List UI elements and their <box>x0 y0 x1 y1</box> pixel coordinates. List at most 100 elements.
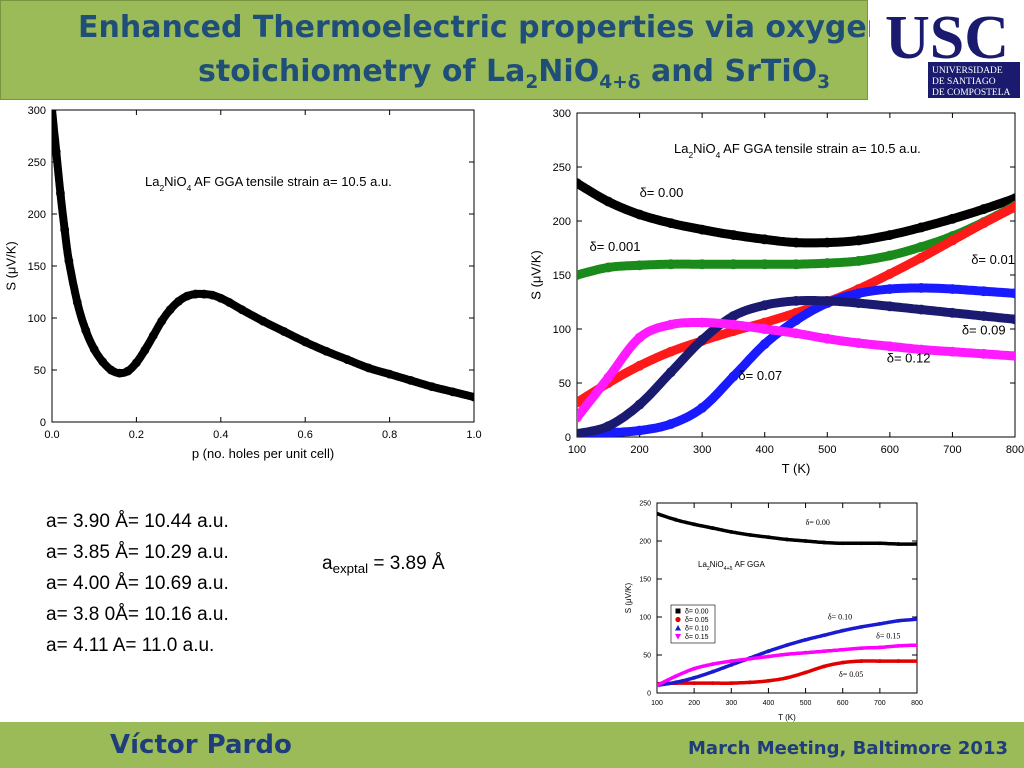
data-point <box>207 290 217 300</box>
x-tick-label: 0.0 <box>44 429 59 441</box>
data-point <box>448 387 458 397</box>
x-tick-label: 300 <box>725 700 737 707</box>
data-point <box>822 664 827 669</box>
data-point <box>759 324 770 334</box>
data-point <box>258 316 268 326</box>
logo-line-1: UNIVERSIDADE <box>932 66 1003 76</box>
data-point <box>216 293 226 303</box>
data-point <box>1010 351 1015 361</box>
x-axis-label: T (K) <box>778 713 796 722</box>
data-point <box>56 188 65 198</box>
data-point <box>840 628 845 633</box>
data-point <box>916 304 927 315</box>
data-point <box>577 178 582 189</box>
series-label: δ= 0.12 <box>887 350 931 365</box>
data-point <box>406 376 416 385</box>
data-point <box>692 522 697 527</box>
data-point <box>697 224 708 235</box>
data-point <box>89 344 99 354</box>
author-name: Víctor Pardo <box>110 730 292 760</box>
slide-title-line-1: Enhanced Thermoelectric properties via o… <box>78 10 889 45</box>
data-point <box>791 259 801 270</box>
series-label: δ= 0.05 <box>839 670 863 679</box>
data-point <box>766 649 771 654</box>
annotation-part: NiO <box>710 560 724 569</box>
data-point <box>634 399 645 410</box>
y-tick-label: 200 <box>28 209 46 221</box>
data-point <box>728 319 739 330</box>
data-point <box>791 237 801 248</box>
x-tick-label: 500 <box>800 700 812 707</box>
lattice-parameter-item: a= 4.11 A= 11.0 a.u. <box>46 635 215 656</box>
data-point <box>321 346 331 356</box>
data-point <box>364 363 373 373</box>
data-point <box>747 680 752 685</box>
data-point <box>884 230 895 240</box>
data-point <box>803 539 808 543</box>
data-point <box>840 660 845 665</box>
data-point <box>132 358 141 368</box>
data-point <box>634 332 645 343</box>
x-tick-label: 500 <box>818 444 836 456</box>
data-point <box>766 678 771 683</box>
data-point <box>710 681 715 686</box>
y-tick-label: 150 <box>553 270 571 282</box>
series-label: δ= 0.00 <box>806 518 830 527</box>
data-point <box>673 517 678 522</box>
data-point <box>978 348 989 359</box>
data-point <box>710 669 715 674</box>
data-point <box>822 649 827 654</box>
x-tick-label: 800 <box>1006 444 1024 456</box>
y-tick-label: 50 <box>643 652 651 659</box>
data-point <box>915 542 917 546</box>
x-tick-label: 0.6 <box>298 429 313 441</box>
data-point <box>692 666 697 671</box>
data-point <box>947 307 958 318</box>
data-point <box>729 681 734 686</box>
series-label: δ= 0.00 <box>640 185 684 200</box>
data-point <box>728 259 739 270</box>
lattice-parameter-item: a= 3.8 0Å= 10.16 a.u. <box>46 604 229 625</box>
data-point <box>603 262 614 273</box>
data-point <box>657 511 659 516</box>
data-point <box>877 621 882 626</box>
annotation-part: La <box>145 174 160 189</box>
data-point <box>729 662 734 667</box>
data-point <box>916 252 927 263</box>
data-point <box>697 259 708 270</box>
data-point <box>859 624 864 629</box>
lattice-parameter-item: a= 4.00 Å= 10.69 a.u. <box>46 573 229 594</box>
data-point <box>915 643 917 648</box>
data-point <box>896 618 901 623</box>
data-point <box>729 529 734 534</box>
data-point <box>803 637 808 642</box>
series-label: δ= 0.001 <box>590 239 641 254</box>
annotation-part: 4 <box>187 183 192 193</box>
data-point <box>577 412 582 423</box>
plot-frame <box>656 502 918 694</box>
data-point <box>224 298 234 307</box>
data-point <box>859 646 864 651</box>
data-point <box>577 428 582 437</box>
data-point <box>72 298 82 307</box>
data-point <box>60 225 70 235</box>
y-tick-label: 150 <box>28 261 46 273</box>
data-point <box>52 110 57 115</box>
data-point <box>877 541 882 546</box>
x-tick-label: 700 <box>874 700 886 707</box>
data-point <box>1010 288 1015 299</box>
data-point <box>877 645 882 650</box>
data-point <box>822 258 833 269</box>
data-point <box>840 541 845 546</box>
data-point <box>785 537 789 542</box>
data-point <box>300 337 310 347</box>
y-tick-label: 0 <box>565 432 571 444</box>
y-tick-label: 250 <box>553 162 571 174</box>
data-point <box>884 268 895 279</box>
annotation-part: 2 <box>159 183 164 193</box>
data-point <box>947 213 958 224</box>
data-point <box>859 541 864 546</box>
x-tick-label: 700 <box>943 444 961 456</box>
